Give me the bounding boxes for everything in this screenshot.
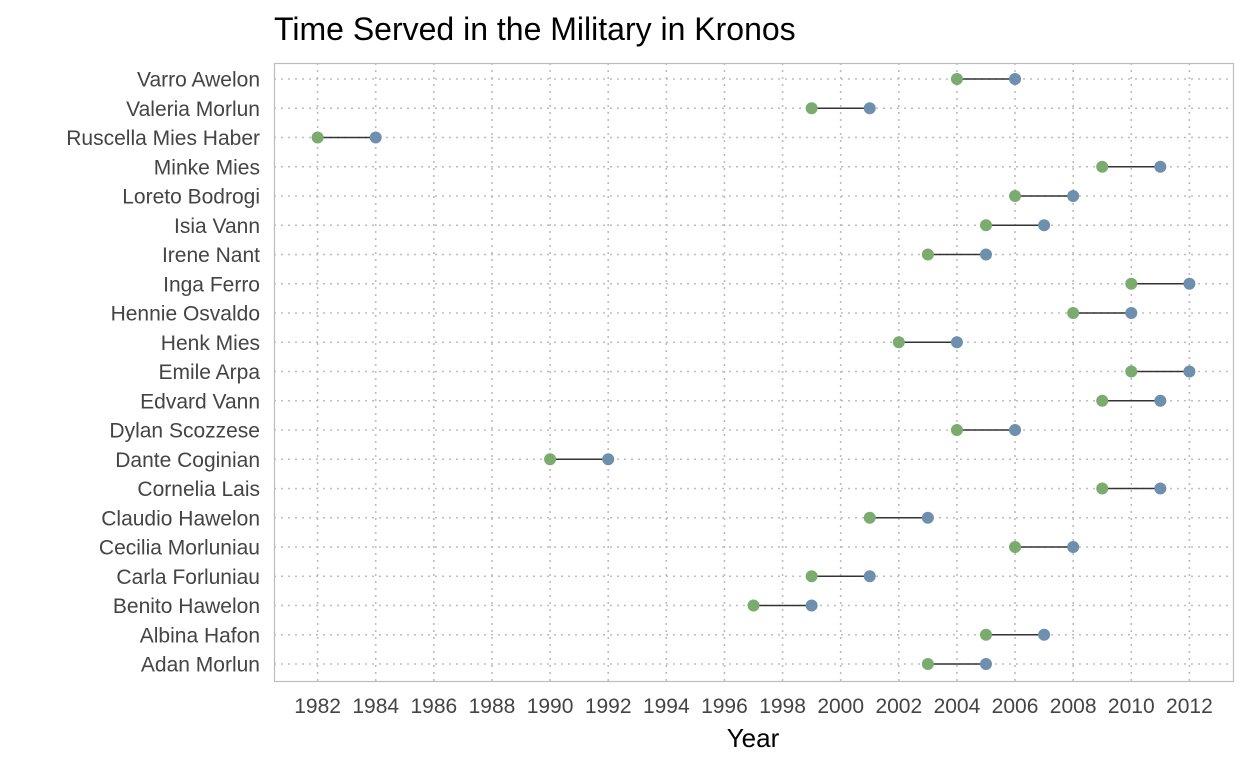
- x-tick-label: 2008: [1050, 695, 1097, 718]
- end-point: [1067, 541, 1080, 553]
- y-tick-label: Cecilia Morluniau: [99, 537, 260, 560]
- y-tick-label: Edvard Vann: [140, 390, 260, 413]
- end-point: [921, 511, 934, 524]
- x-tick-label: 1988: [469, 695, 516, 718]
- end-point: [1009, 73, 1022, 85]
- end-point: [1183, 277, 1196, 290]
- x-axis-label: Year: [727, 723, 780, 753]
- y-tick-label: Minke Mies: [154, 156, 260, 179]
- y-tick-label: Loreto Bodrogi: [122, 186, 260, 209]
- y-tick-label: Cornelia Lais: [137, 478, 260, 501]
- x-tick-label: 1992: [585, 695, 632, 718]
- y-tick-label: Irene Nant: [162, 244, 260, 267]
- y-tick-label: Emile Arpa: [158, 361, 260, 384]
- start-point: [950, 424, 963, 436]
- x-tick-label: 1996: [701, 695, 748, 718]
- x-tick-label: 1990: [527, 695, 574, 718]
- end-point: [863, 570, 876, 583]
- start-point: [1009, 190, 1022, 202]
- y-tick-label: Carla Forluniau: [116, 566, 260, 589]
- points: [311, 73, 1196, 670]
- y-tick-label: Albina Hafon: [140, 624, 260, 647]
- x-tick-label: 1982: [294, 695, 341, 718]
- y-tick-label: Claudio Hawelon: [101, 507, 260, 530]
- start-point: [747, 599, 760, 612]
- start-point: [1009, 541, 1022, 553]
- y-tick-label: Valeria Morlun: [126, 98, 260, 121]
- start-point: [805, 102, 818, 115]
- end-point: [1183, 365, 1196, 378]
- end-point: [1154, 394, 1167, 407]
- chart-title: Time Served in the Military in Kronos: [274, 11, 796, 47]
- x-tick-label: 1998: [759, 695, 806, 718]
- end-point: [1125, 307, 1138, 319]
- x-tick-label: 2000: [817, 695, 864, 718]
- y-tick-label: Adan Morlun: [141, 654, 260, 677]
- end-point: [1067, 190, 1080, 202]
- start-point: [1125, 365, 1138, 378]
- y-tick-label: Varro Awelon: [137, 69, 260, 92]
- start-point: [311, 131, 324, 144]
- y-tick-label: Isia Vann: [174, 215, 260, 238]
- y-tick-label: Ruscella Mies Haber: [66, 127, 260, 150]
- start-point: [863, 511, 876, 524]
- y-tick-label: Hennie Osvaldo: [111, 303, 260, 326]
- x-tick-label: 2002: [875, 695, 922, 718]
- y-tick-label: Inga Ferro: [163, 273, 260, 296]
- end-point: [602, 453, 615, 466]
- end-point: [979, 658, 992, 670]
- start-point: [805, 570, 818, 583]
- x-tick-label: 1984: [352, 695, 399, 718]
- x-tick-label: 1986: [410, 695, 457, 718]
- start-point: [1067, 307, 1080, 319]
- plot-frame: [273, 62, 1235, 683]
- start-point: [979, 628, 992, 641]
- start-point: [1096, 394, 1109, 407]
- x-tick-labels: 1982 1984 1986 1988 1990 1992 1994 1996 1998 2000…: [294, 695, 1213, 718]
- x-tick-label: 1994: [643, 695, 690, 718]
- x-tick-label: 2006: [992, 695, 1039, 718]
- x-tick-label: 2012: [1166, 695, 1213, 718]
- end-point: [1038, 628, 1051, 641]
- y-tick-label: Dante Coginian: [115, 449, 260, 472]
- end-point: [805, 599, 818, 612]
- start-point: [1125, 277, 1138, 290]
- x-tick-label: 2010: [1108, 695, 1155, 718]
- end-point: [369, 131, 382, 144]
- end-point: [1154, 482, 1167, 495]
- y-tick-label: Henk Mies: [161, 332, 260, 355]
- start-point: [921, 658, 934, 670]
- end-point: [1154, 160, 1167, 173]
- start-point: [1096, 482, 1109, 495]
- y-tick-label: Dylan Scozzese: [109, 420, 260, 443]
- end-point: [950, 336, 963, 349]
- end-point: [863, 102, 876, 115]
- start-point: [950, 73, 963, 85]
- segments: [317, 78, 1190, 665]
- end-point: [1038, 219, 1051, 232]
- end-point: [979, 248, 992, 261]
- grid-lines: [274, 63, 1233, 681]
- start-point: [921, 248, 934, 261]
- start-point: [544, 453, 557, 466]
- start-point: [1096, 160, 1109, 173]
- y-tick-labels: Varro Awelon Valeria Morlun Ruscella Mies …: [66, 69, 260, 677]
- x-tick-label: 2004: [934, 695, 981, 718]
- end-point: [1009, 424, 1022, 436]
- y-tick-label: Benito Hawelon: [113, 595, 260, 618]
- start-point: [979, 219, 992, 232]
- start-point: [892, 336, 905, 349]
